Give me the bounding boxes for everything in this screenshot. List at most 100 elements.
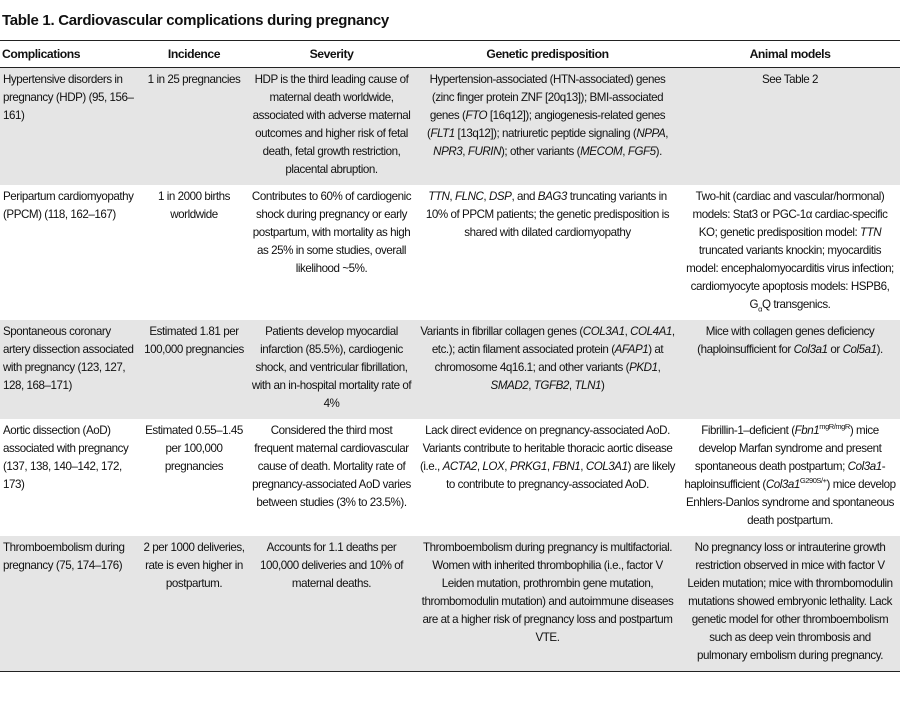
header-genetic-predisposition: Genetic predisposition	[486, 47, 609, 61]
gene-name: LOX	[482, 460, 505, 473]
cell-animal: See Table 2	[680, 68, 900, 186]
cell-text: ) mice develop Marfan syndrome and prese…	[694, 424, 882, 473]
cell-text: ,	[449, 190, 455, 203]
cell-text: ) mice develop Enhlers-Danlos syndrome a…	[685, 478, 896, 527]
cell-text: Considered the third most frequent mater…	[252, 424, 411, 509]
cell-text: Q transgenics.	[762, 298, 831, 311]
cell-text: Patients develop myocardial infarction (…	[251, 325, 412, 410]
cell-complication: Peripartum cardiomyopathy (PPCM) (118, 1…	[0, 185, 140, 320]
subscript: α	[758, 304, 762, 314]
cell-complication: Spontaneous coronary artery dissection a…	[0, 320, 140, 419]
gene-name: FLNC	[454, 190, 484, 203]
gene-name: TTN	[860, 226, 882, 239]
cell-complication: Hypertensive disorders in pregnancy (HDP…	[0, 68, 140, 186]
cell-text: , etc.); actin filament associated prote…	[431, 325, 675, 356]
gene-name: FGF5	[627, 145, 656, 158]
cell-text: Lack direct evidence on pregnancy-associ…	[419, 424, 673, 473]
cell-severity: Patients develop myocardial infarction (…	[248, 320, 415, 419]
gene-name: Col5a1	[842, 343, 877, 356]
cell-text: ,	[657, 361, 661, 374]
allele-superscript: G290S/+	[799, 476, 827, 486]
cell-severity: Accounts for 1.1 deaths per 100,000 deli…	[248, 536, 415, 672]
header-complications: Complications	[2, 47, 81, 61]
cell-text: Spontaneous coronary artery dissection a…	[3, 325, 134, 392]
cell-text: or	[827, 343, 843, 356]
cell-genetic: Variants in fibrillar collagen genes (CO…	[415, 320, 680, 419]
cell-text: ,	[504, 460, 510, 473]
cell-genetic: TTN, FLNC, DSP, and BAG3 truncating vari…	[415, 185, 680, 320]
cell-text: 2 per 1000 deliveries, rate is even high…	[143, 541, 245, 590]
cell-text: Mice with collagen genes deficiency (hap…	[697, 325, 875, 356]
table-header-row: Complications Incidence Severity Genetic…	[0, 40, 900, 68]
cell-text: , and	[511, 190, 538, 203]
cell-text: -haploinsufficient (	[684, 460, 886, 491]
header-severity: Severity	[309, 47, 354, 61]
table-title: Table 1. Cardiovascular complications du…	[2, 12, 389, 29]
cell-text: See Table 2	[761, 73, 819, 86]
gene-name: Col3a1	[765, 478, 800, 491]
complications-table: Complications Incidence Severity Genetic…	[0, 40, 900, 672]
cell-animal: Two-hit (cardiac and vascular/hormonal) …	[680, 185, 900, 320]
cell-text: ,	[580, 460, 586, 473]
gene-name: FURIN	[467, 145, 502, 158]
cell-text: Estimated 0.55–1.45 per 100,000 pregnanc…	[145, 424, 243, 473]
table-row: Peripartum cardiomyopathy (PPCM) (118, 1…	[0, 185, 900, 320]
allele-superscript: mgR/mgR	[819, 422, 850, 432]
cell-text: 1 in 25 pregnancies	[147, 73, 241, 86]
gene-name: MECOM	[580, 145, 623, 158]
cell-text: Thromboembolism during pregnancy is mult…	[421, 541, 674, 644]
cell-text: ).	[876, 343, 884, 356]
cell-text: ).	[655, 145, 663, 158]
cell-text: ,	[476, 460, 483, 473]
gene-name: FBN1	[552, 460, 581, 473]
cell-incidence: Estimated 1.81 per 100,000 pregnancies	[140, 320, 248, 419]
cell-text: ,	[546, 460, 553, 473]
gene-name: BAG3	[537, 190, 568, 203]
cell-text: Hypertension-associated (HTN-associated)…	[429, 73, 666, 122]
cell-text: Thromboembolism during pregnancy (75, 17…	[3, 541, 125, 572]
cell-severity: Contributes to 60% of cardiogenic shock …	[248, 185, 415, 320]
gene-name: Col3a1	[793, 343, 828, 356]
cell-complication: Aortic dissection (AoD) associated with …	[0, 419, 140, 536]
cell-severity: HDP is the third leading cause of matern…	[248, 68, 415, 186]
cell-text: 1 in 2000 births worldwide	[157, 190, 231, 221]
gene-name: Col3a1	[847, 460, 882, 473]
cell-text: ,	[624, 325, 631, 338]
cell-text: ,	[622, 145, 628, 158]
gene-name: FLT1	[430, 127, 455, 140]
cell-text: Variants in fibrillar collagen genes (	[420, 325, 583, 338]
gene-name: PRKG1	[509, 460, 548, 473]
gene-name: COL3A1	[582, 325, 625, 338]
table-row: Thromboembolism during pregnancy (75, 17…	[0, 536, 900, 672]
cell-text: HDP is the third leading cause of matern…	[252, 73, 411, 176]
header-animal-models: Animal models	[749, 47, 831, 61]
gene-name: SMAD2	[490, 379, 529, 392]
cell-text: ,	[568, 379, 575, 392]
header-incidence: Incidence	[167, 47, 221, 61]
gene-name: TTN	[428, 190, 450, 203]
gene-name: AFAP1	[614, 343, 649, 356]
cell-text: ,	[528, 379, 534, 392]
cell-animal: No pregnancy loss or intrauterine growth…	[680, 536, 900, 672]
cell-text: )	[601, 379, 605, 392]
cell-genetic: Hypertension-associated (HTN-associated)…	[415, 68, 680, 186]
cell-text: [16q12]); angiogenesis-related genes (	[426, 109, 666, 140]
cell-text: ) are likely to contribute to pregnancy-…	[446, 460, 676, 491]
cell-text: Contributes to 60% of cardiogenic shock …	[251, 190, 412, 275]
cell-text: truncated variants knockin; myocarditis …	[686, 244, 894, 311]
cell-severity: Considered the third most frequent mater…	[248, 419, 415, 536]
gene-name: FTO	[465, 109, 488, 122]
cell-incidence: 1 in 25 pregnancies	[140, 68, 248, 186]
cell-text: [13q12]); natriuretic peptide signaling …	[454, 127, 637, 140]
cell-genetic: Lack direct evidence on pregnancy-associ…	[415, 419, 680, 536]
cell-text: ,	[483, 190, 489, 203]
cell-incidence: Estimated 0.55–1.45 per 100,000 pregnanc…	[140, 419, 248, 536]
cell-text: ,	[462, 145, 468, 158]
table-row: Aortic dissection (AoD) associated with …	[0, 419, 900, 536]
cell-text: No pregnancy loss or intrauterine growth…	[687, 541, 893, 662]
cell-incidence: 1 in 2000 births worldwide	[140, 185, 248, 320]
gene-name: COL3A1	[585, 460, 628, 473]
cell-text: Two-hit (cardiac and vascular/hormonal) …	[692, 190, 888, 239]
cell-animal: Mice with collagen genes deficiency (hap…	[680, 320, 900, 419]
cell-complication: Thromboembolism during pregnancy (75, 17…	[0, 536, 140, 672]
